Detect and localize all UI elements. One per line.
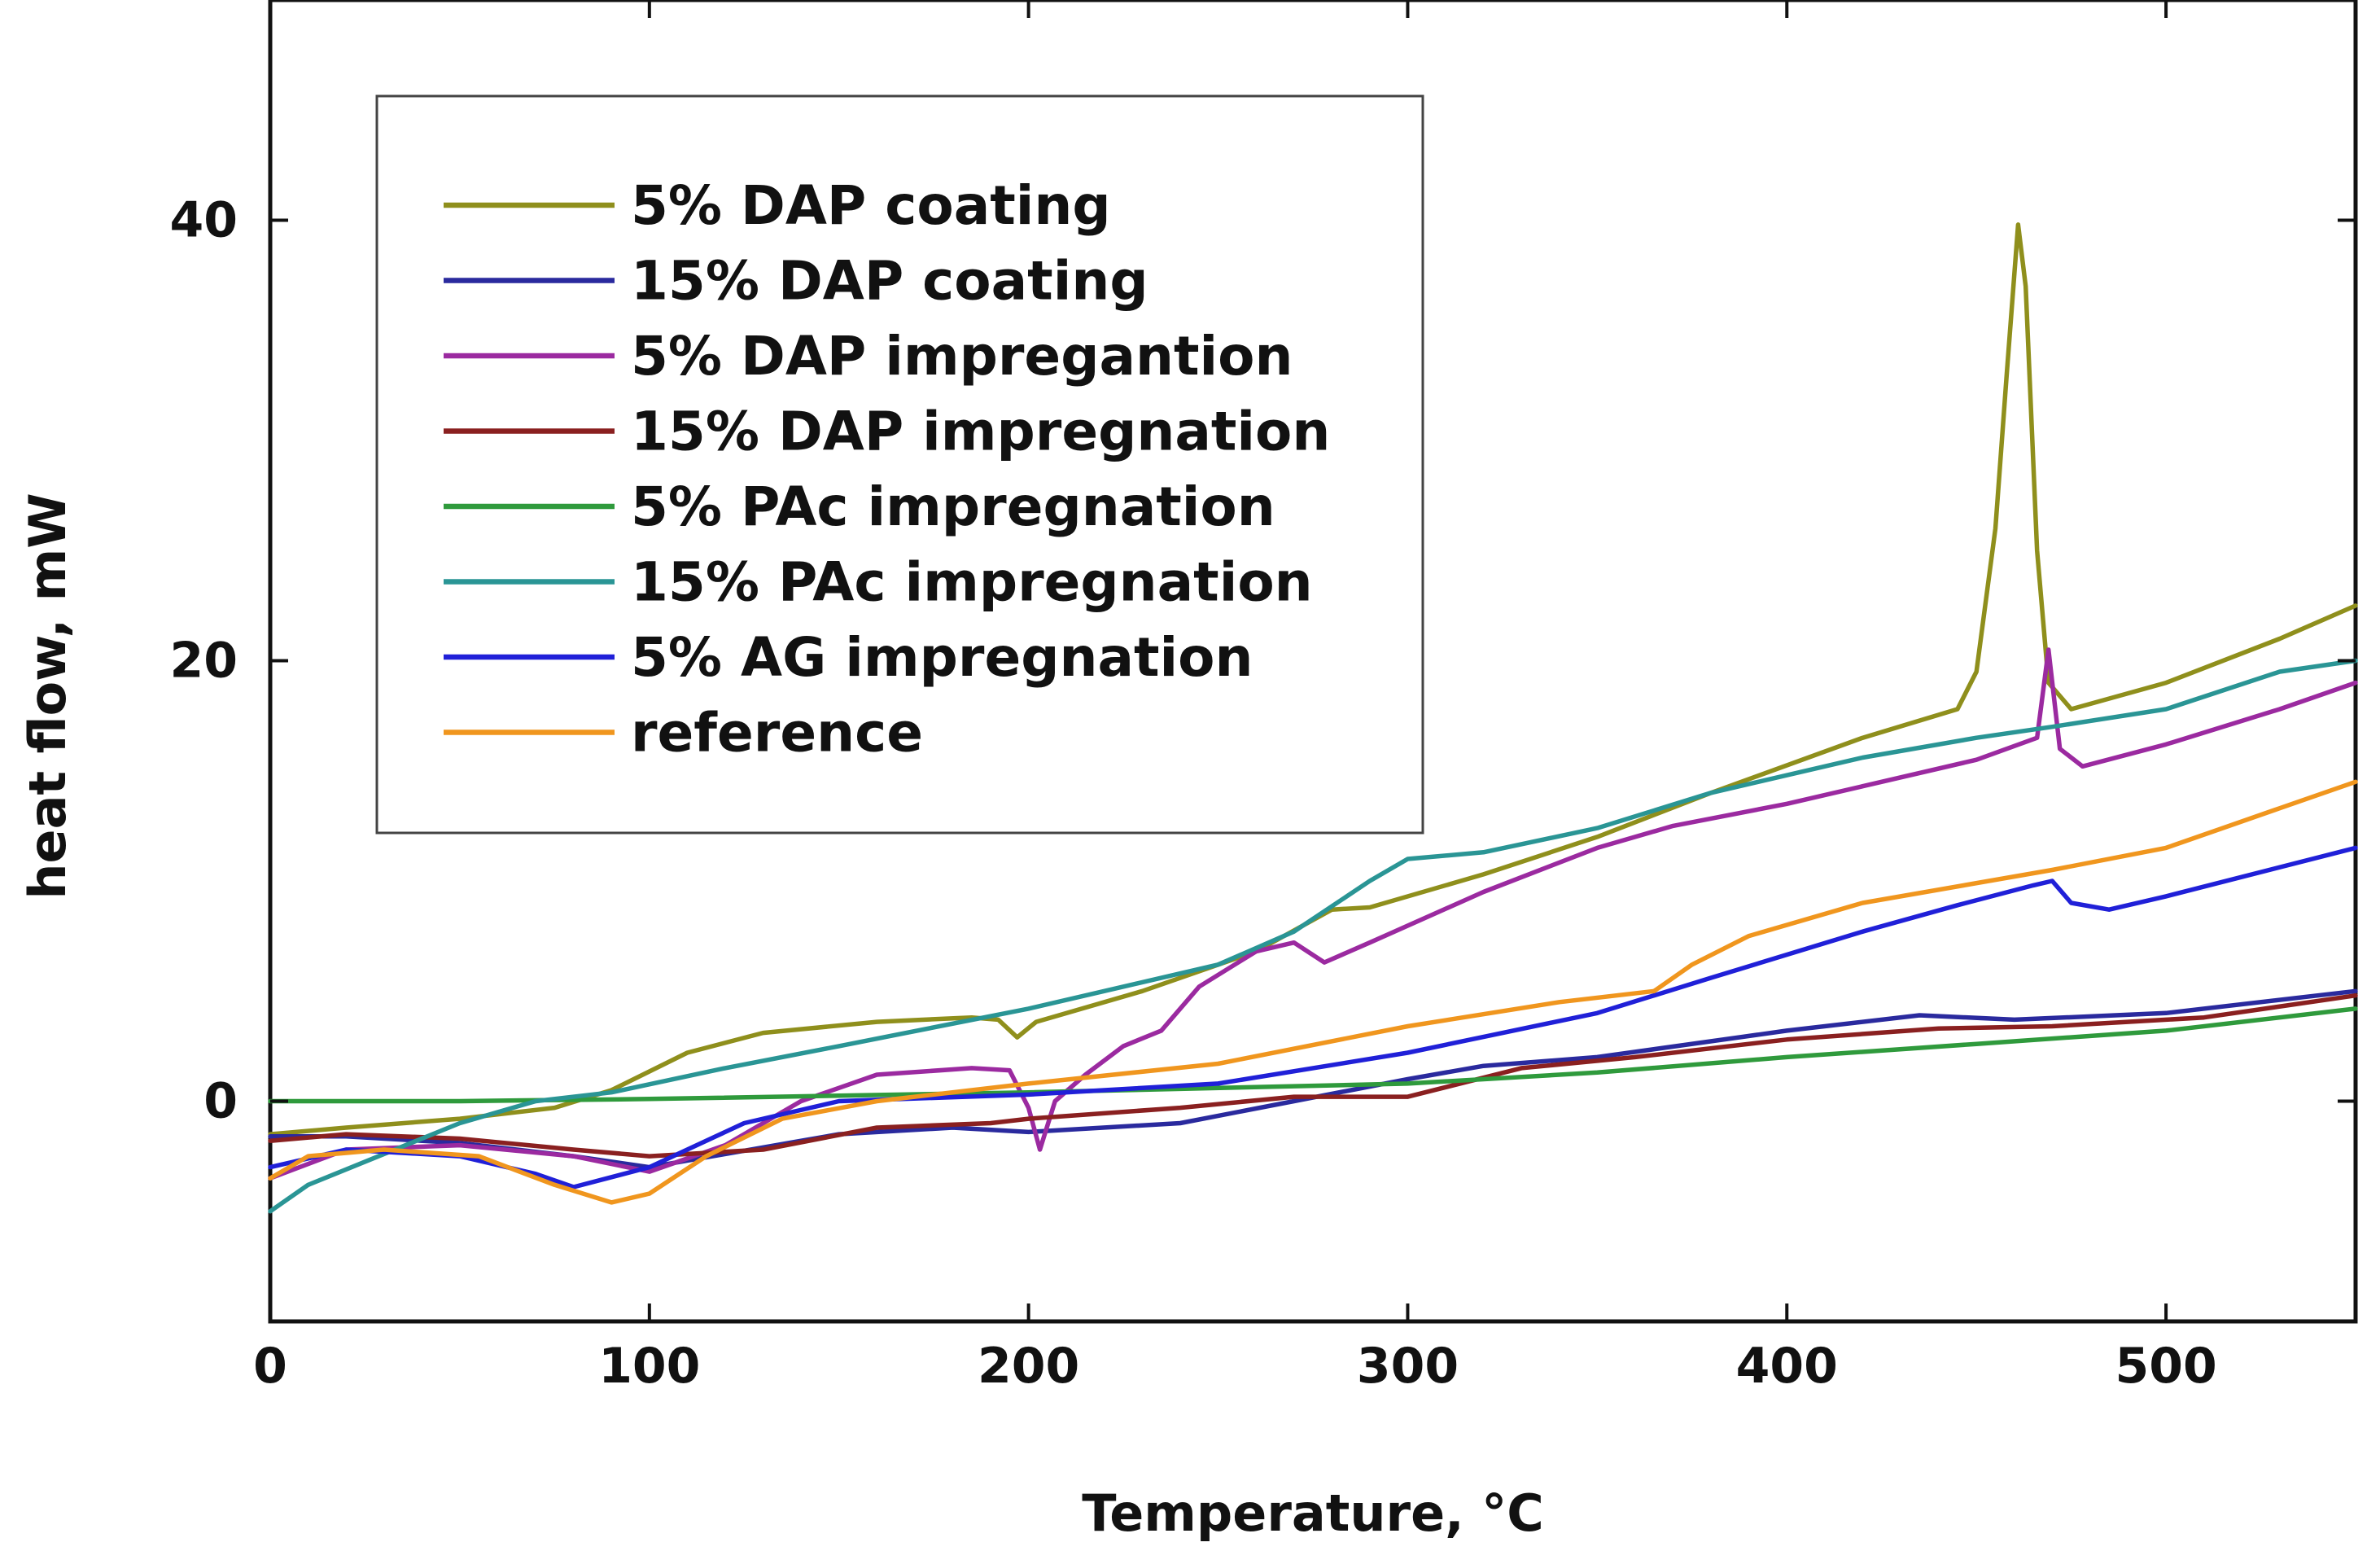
series-line-1 — [268, 222, 2358, 1137]
legend-item: 5% AG impregnation — [444, 626, 1253, 689]
legend-label: 15% PAc impregnation — [631, 551, 1313, 614]
legend: 5% DAP coating 15% DAP coating 5% DAP impr… — [375, 94, 1424, 835]
legend-item: 15% DAP coating — [444, 250, 1148, 313]
x-tick-label: 0 — [253, 1338, 287, 1395]
legend-item: 5% DAP coating — [444, 174, 1111, 237]
legend-item: reference — [444, 702, 923, 765]
legend-label: 5% DAP coating — [631, 174, 1111, 237]
x-tick-label: 500 — [2115, 1338, 2216, 1395]
ticks-layer: 0 100 200 300 400 500 0 20 40 — [170, 0, 2356, 1395]
legend-box — [375, 94, 1424, 835]
series-line-7 — [268, 845, 2358, 1190]
legend-label: 15% DAP impregnation — [631, 401, 1330, 463]
legend-label: reference — [631, 702, 923, 765]
legend-item: 5% DAP impregantion — [444, 325, 1293, 388]
legend-item: 5% PAc impregnation — [444, 475, 1275, 538]
legend-label: 5% PAc impregnation — [631, 475, 1275, 538]
y-tick-label: 40 — [170, 192, 238, 249]
x-axis-label: Temperature, °C — [1082, 1483, 1544, 1543]
legend-item: 15% DAP impregnation — [444, 401, 1330, 463]
y-tick-label: 0 — [203, 1073, 238, 1130]
series-line-8 — [268, 779, 2358, 1205]
series-line-6 — [268, 658, 2358, 1214]
y-tick-label: 20 — [170, 633, 238, 690]
series-layer — [268, 222, 2358, 1214]
x-tick-label: 100 — [598, 1338, 700, 1395]
series-line-3 — [268, 647, 2358, 1181]
series-line-4 — [268, 992, 2358, 1159]
legend-label: 5% DAP impregantion — [631, 325, 1293, 388]
x-tick-label: 400 — [1736, 1338, 1838, 1395]
y-axis-label: heat flow, mW — [18, 493, 77, 899]
legend-label: 15% DAP coating — [631, 250, 1148, 313]
x-tick-label: 300 — [1357, 1338, 1459, 1395]
legend-label: 5% AG impregnation — [631, 626, 1253, 689]
x-tick-label: 200 — [978, 1338, 1079, 1395]
legend-item: 15% PAc impregnation — [444, 551, 1313, 614]
